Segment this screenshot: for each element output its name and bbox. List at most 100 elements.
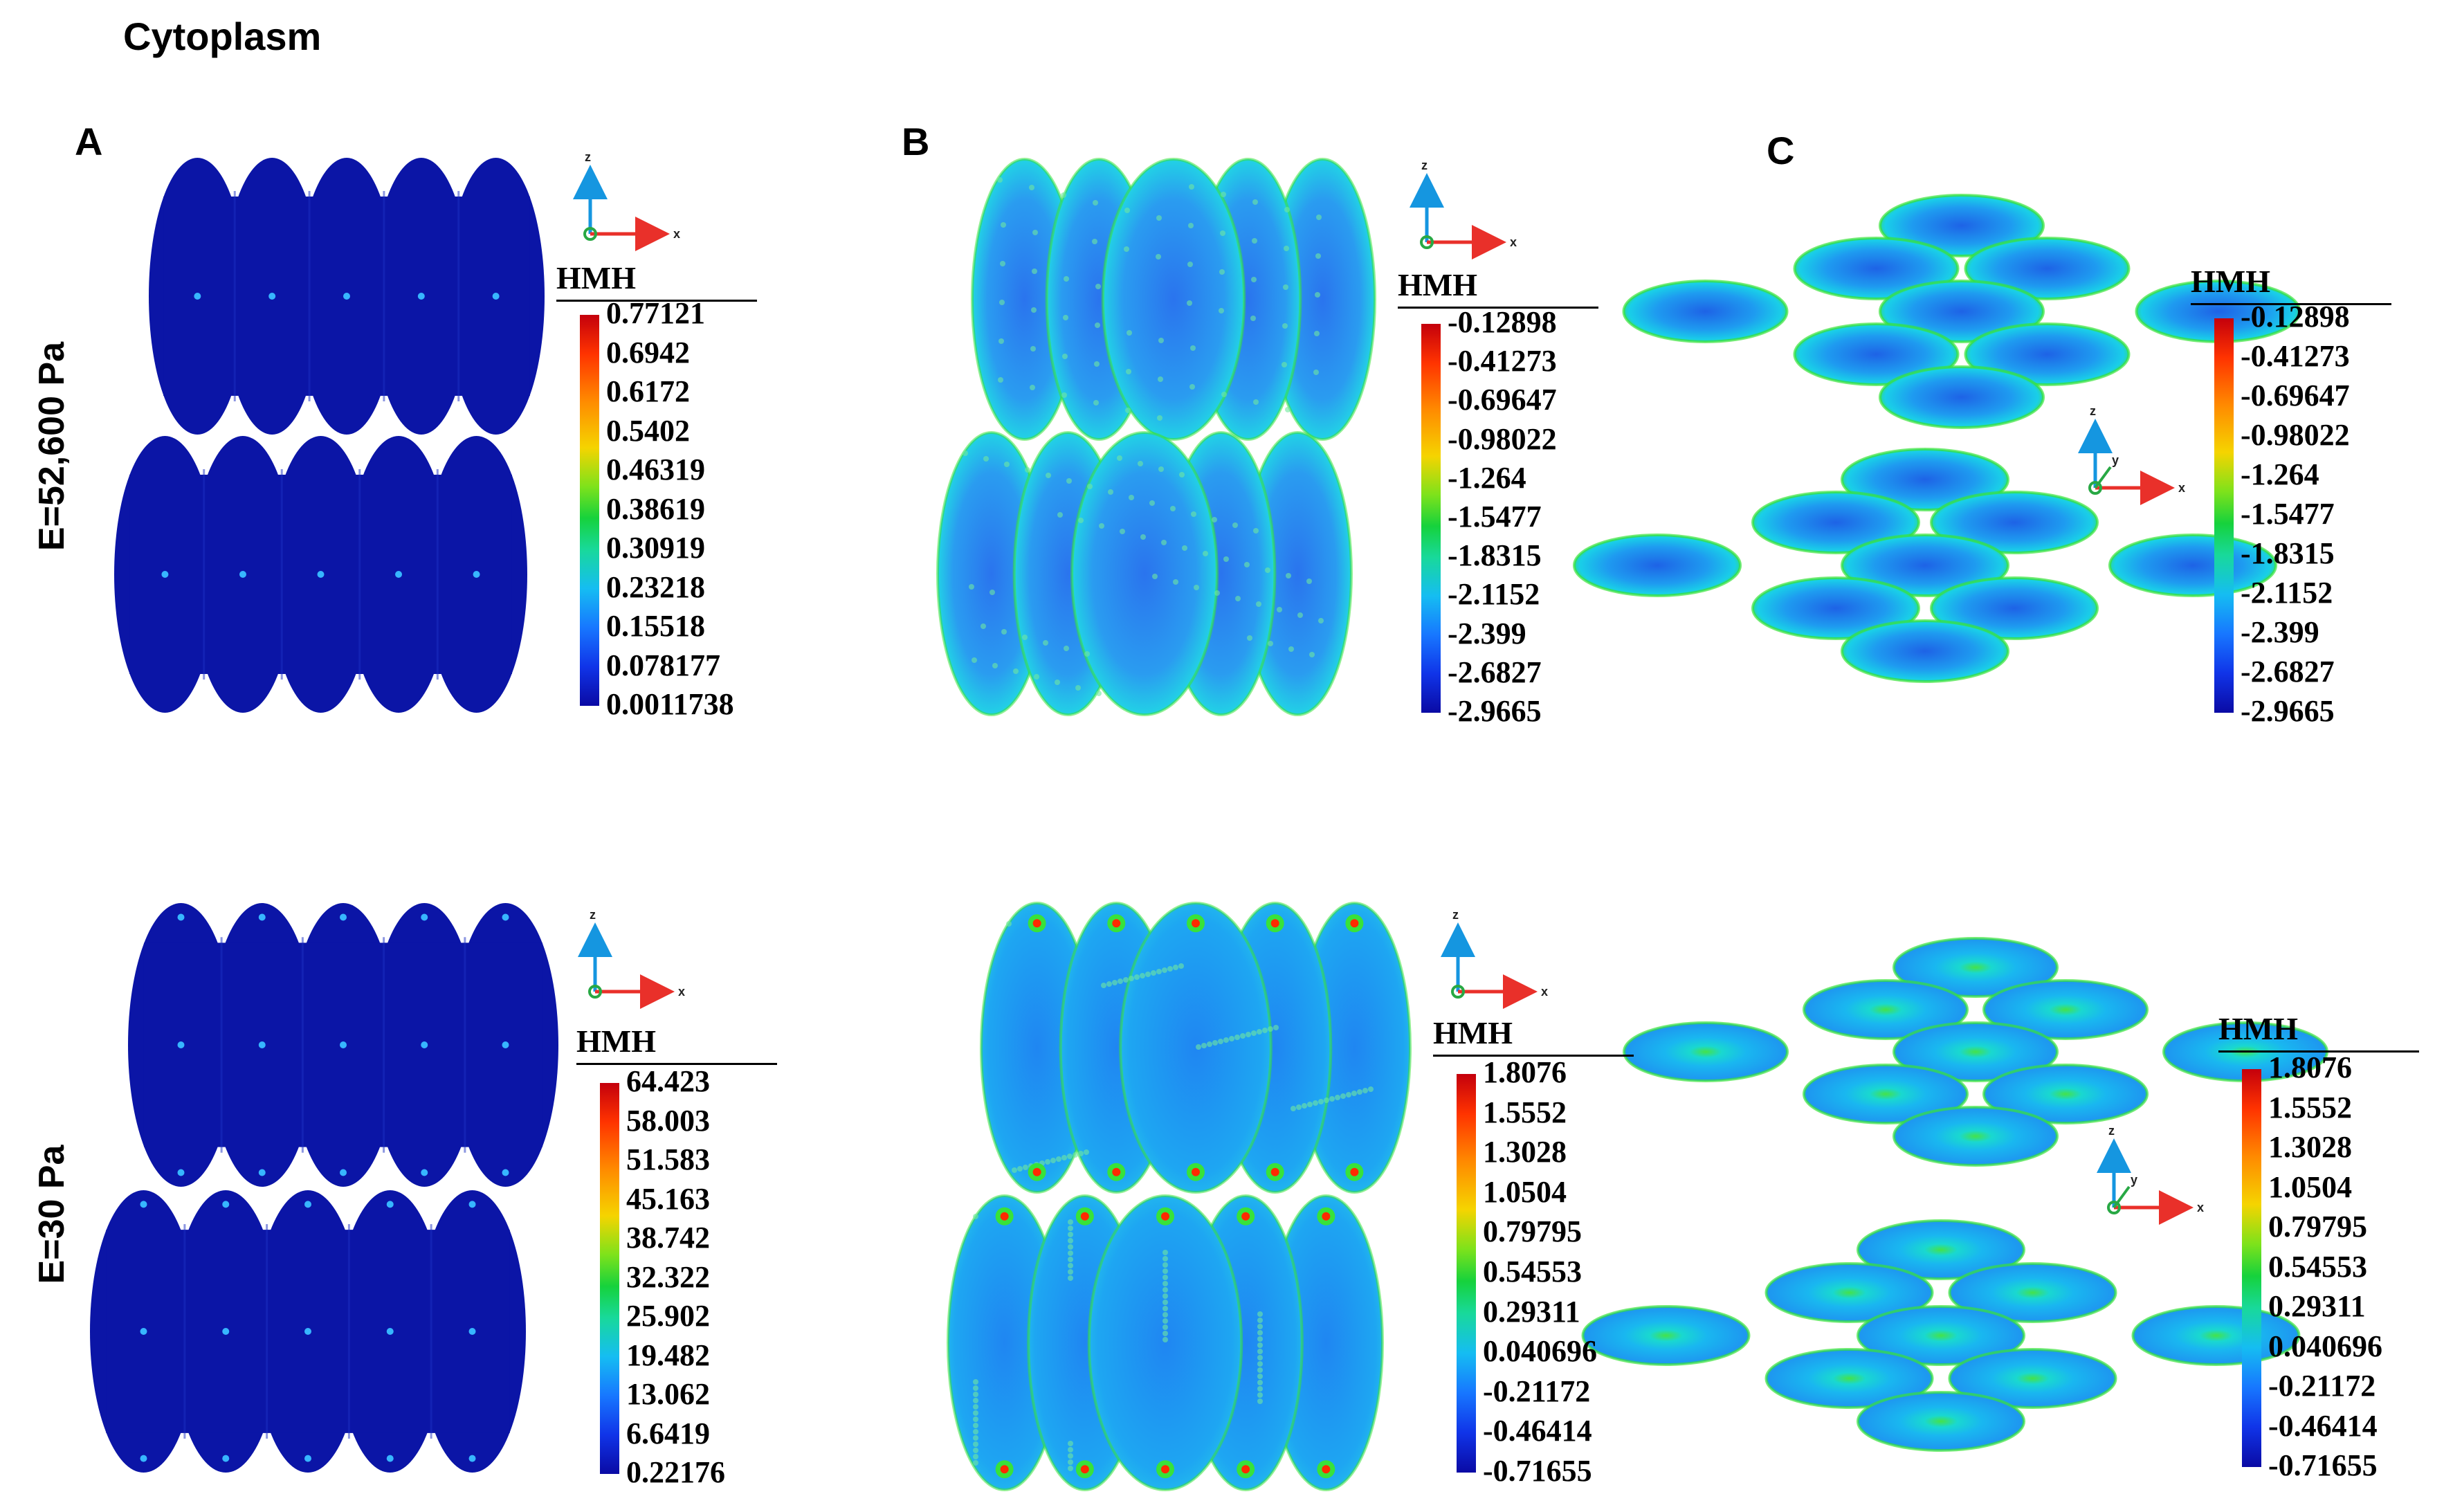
colorbar-tick-label: 1.5552 <box>2268 1090 2352 1124</box>
colorbar-tick-label: 0.6942 <box>606 335 690 370</box>
cell-cluster-c-bottom-lower <box>1581 1219 2301 1452</box>
cell-cluster-c-top-upper <box>1622 194 2301 429</box>
axis-z-label: z <box>1452 908 1459 922</box>
colorbar-tick-label: 64.423 <box>626 1064 710 1098</box>
colorbar-title-rule <box>1398 307 1598 309</box>
row-label-top: E=52,600 Pa <box>32 341 72 552</box>
colorbar-tick-label: 38.742 <box>626 1221 710 1255</box>
colorbar-tick-label: -2.9665 <box>1448 694 1542 728</box>
colorbar-tick-label: -0.12898 <box>1448 305 1557 339</box>
axis-z-label: z <box>590 908 596 922</box>
cell-block-b-top-upper <box>971 158 1376 441</box>
axis-triad-a-bottom: zx <box>578 908 685 1009</box>
colorbar-tick-label: 25.902 <box>626 1299 710 1333</box>
colorbar-tick-label: 0.79795 <box>1483 1214 1582 1249</box>
colorbar-tick-label: -2.399 <box>1448 616 1526 650</box>
colorbar-tick-label: -2.6827 <box>2241 655 2335 689</box>
colorbar-tick-label: -0.71655 <box>2268 1448 2378 1482</box>
colorbar-tick-label: 0.46319 <box>606 453 705 486</box>
axis-y-label: y <box>2112 453 2119 467</box>
colorbar-gradient <box>600 1083 619 1474</box>
colorbar-tick-label: -0.46414 <box>1483 1414 1592 1448</box>
colorbar-tick-label: -0.71655 <box>1483 1454 1592 1488</box>
axis-x-label: x <box>678 985 685 999</box>
colorbar-title-rule <box>1433 1055 1634 1057</box>
colorbar-tick-label: -1.5477 <box>1448 500 1542 534</box>
axis-triad-b-top: zx <box>1410 158 1517 259</box>
colorbar-tick-label: 0.38619 <box>606 491 705 526</box>
colorbar-tick-label: -1.264 <box>1448 460 1526 495</box>
colorbar-gradient <box>2242 1069 2261 1467</box>
colorbar-tick-label: -0.69647 <box>2241 379 2350 412</box>
cell-block-a-bottom-upper <box>128 903 558 1187</box>
colorbar-tick-label: 0.54553 <box>2268 1249 2367 1284</box>
axis-triad-a-top: zx <box>573 150 680 251</box>
colorbar-tick-label: 0.79795 <box>2268 1210 2367 1244</box>
colorbar-tick-label: -0.69647 <box>1448 383 1557 417</box>
row-label-bottom: E=30 Pa <box>32 1145 72 1284</box>
colorbar-tick-label: -2.399 <box>2241 615 2319 649</box>
colorbar-title: HMH <box>1433 1015 1513 1050</box>
axis-x-label: x <box>2178 481 2185 495</box>
axis-y-label: y <box>2131 1173 2137 1187</box>
colorbar-tick-label: -0.98022 <box>1448 421 1557 456</box>
colorbar-tick-label: 1.5552 <box>1483 1095 1567 1129</box>
colorbar-tick-label: -2.9665 <box>2241 694 2335 728</box>
colorbar-tick-label: -0.12898 <box>2241 300 2350 334</box>
colorbar-tick-label: -0.46414 <box>2268 1408 2378 1443</box>
colorbar-tick-label: 0.22176 <box>626 1455 725 1489</box>
colorbar-tick-label: 0.23218 <box>606 570 705 604</box>
cell-block-a-top-lower <box>114 436 527 713</box>
colorbar-tick-label: -2.6827 <box>1448 655 1542 689</box>
colorbar-tick-label: 0.30919 <box>606 531 705 565</box>
colorbar-title-rule <box>2191 303 2391 305</box>
colorbar-tick-label: 13.062 <box>626 1377 710 1411</box>
axis-x-label: x <box>2197 1201 2204 1214</box>
colorbar-tick-label: 0.15518 <box>606 609 705 643</box>
colorbar-tick-label: 0.29311 <box>1483 1294 1580 1329</box>
colorbar-tick-label: 1.0504 <box>1483 1174 1567 1209</box>
colorbar-tick-label: 0.040696 <box>2268 1329 2382 1363</box>
colorbar-gradient <box>1457 1074 1476 1473</box>
figure-title: Cytoplasm <box>123 15 322 58</box>
colorbar-tick-label: 51.583 <box>626 1142 710 1176</box>
colorbar-tick-label: 1.8076 <box>2268 1050 2352 1084</box>
colorbar-tick-label: 0.040696 <box>1483 1334 1597 1369</box>
axis-z-label: z <box>585 150 591 164</box>
colorbar-tick-label: -0.41273 <box>1448 344 1557 379</box>
colorbar-title: HMH <box>576 1023 656 1059</box>
cell-block-b-bottom-lower <box>947 1194 1384 1491</box>
panel-label-c: C <box>1767 129 1795 172</box>
colorbar-tick-label: 0.6172 <box>606 374 690 408</box>
colorbar-tick-label: 0.0011738 <box>606 687 734 721</box>
colorbar-tick-label: -0.21172 <box>2268 1369 2376 1403</box>
colorbar-tick-label: 32.322 <box>626 1259 710 1294</box>
colorbar-tick-label: 0.77121 <box>606 296 705 330</box>
colorbar-title: HMH <box>2191 264 2270 299</box>
axis-z-label: z <box>2090 404 2096 418</box>
colorbar-tick-label: 0.5402 <box>606 413 690 448</box>
axis-triad-c-top: z x y <box>2078 404 2185 505</box>
colorbar-tick-label: -1.8315 <box>1448 538 1542 573</box>
colorbar-tick-label: -1.8315 <box>2241 536 2335 570</box>
colorbar-tick-label: 6.6419 <box>626 1416 710 1450</box>
axis-z-label: z <box>2108 1124 2115 1138</box>
colorbar-tick-label: -1.264 <box>2241 457 2319 491</box>
colorbar-tick-label: 45.163 <box>626 1181 710 1216</box>
colorbar-tick-label: 58.003 <box>626 1103 710 1138</box>
colorbar-tick-label: 1.0504 <box>2268 1169 2352 1204</box>
colorbar-tick-label: -0.41273 <box>2241 339 2350 373</box>
colorbar-gradient <box>580 315 599 706</box>
colorbar-tick-label: 19.482 <box>626 1338 710 1372</box>
axis-z-label: z <box>1421 158 1428 172</box>
colorbar-title: HMH <box>1398 267 1477 302</box>
axis-x-label: x <box>673 227 680 241</box>
colorbar-tick-label: -1.5477 <box>2241 497 2335 531</box>
axis-x-label: x <box>1541 985 1548 999</box>
axis-x-label: x <box>1510 235 1517 249</box>
panel-label-a: A <box>75 120 103 163</box>
colorbar-title-rule <box>556 300 757 302</box>
colorbar-tick-label: 0.078177 <box>606 648 720 682</box>
colorbar-tick-label: 1.8076 <box>1483 1055 1567 1089</box>
